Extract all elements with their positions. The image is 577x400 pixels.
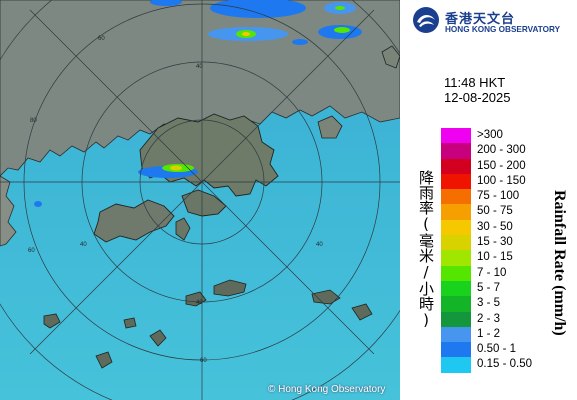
legend-range-label: 10 - 15 [477, 251, 513, 264]
legend-swatch [441, 250, 471, 266]
legend-range-label: 50 - 75 [477, 205, 513, 218]
ring-label: 40 [196, 300, 203, 306]
east-island-1 [317, 115, 343, 139]
east-island-2 [381, 45, 400, 69]
legend-range-label: 0.50 - 1 [477, 343, 516, 356]
legend-swatch [441, 143, 471, 159]
legend-range-label: >300 [477, 129, 503, 141]
legend-range-label: 150 - 200 [477, 159, 526, 172]
south-island-2 [185, 291, 207, 307]
lamma-island [175, 217, 191, 241]
info-panel: 香港天文台 HONG KONG OBSERVATORY 11:48 HKT 12… [400, 0, 577, 400]
ring-label: 60 [98, 36, 105, 42]
legend-row: 1 - 2 [441, 326, 571, 343]
legend-row: 3 - 5 [441, 296, 571, 312]
legend-row: 0.50 - 1 [441, 342, 571, 358]
ring-label: 60 [28, 248, 35, 254]
legend-swatch [441, 189, 471, 205]
time-label: 11:48 HKT [444, 75, 506, 90]
legend-range-label: 1 - 2 [477, 327, 501, 340]
legend-swatch [441, 173, 471, 190]
legend-range-label: 30 - 50 [477, 220, 513, 233]
legend-row: 7 - 10 [441, 265, 571, 281]
logo-text-chinese: 香港天文台 [445, 12, 516, 27]
hk-island [181, 189, 227, 217]
south-island-5 [43, 313, 61, 329]
legend-title-chinese: 降雨率(毫米/小時) [417, 170, 435, 329]
legend-row: 75 - 100 [441, 189, 571, 205]
legend-row: 2 - 3 [441, 311, 571, 327]
south-island-1 [213, 279, 247, 297]
legend-swatch [441, 158, 471, 174]
legend-row: 50 - 75 [441, 204, 571, 220]
copyright-notice: © Hong Kong Observatory [268, 384, 386, 395]
legend-range-label: 75 - 100 [477, 190, 520, 203]
hko-logo-icon [413, 7, 439, 33]
legend-swatch [441, 265, 471, 281]
legend-row: 10 - 15 [441, 250, 571, 266]
legend-swatch [441, 235, 471, 251]
timestamp: 11:48 HKT 12-08-2025 [444, 75, 511, 105]
range-rings [0, 0, 400, 400]
legend-title-english: Rainfall Rate (mm/h) [551, 190, 568, 336]
legend-range-label: 0.15 - 0.50 [477, 358, 532, 371]
south-island-6 [149, 329, 167, 347]
radar-map-svg: 40 60 80 40 60 40 40 60 [0, 0, 400, 400]
legend-swatch [441, 204, 471, 220]
legend-swatch [441, 296, 471, 312]
ring-labels: 40 60 80 40 60 40 40 60 [28, 36, 323, 364]
ring-label: 40 [196, 64, 203, 70]
logo-text-english: HONG KONG OBSERVATORY [445, 25, 561, 34]
legend-range-label: 5 - 7 [477, 281, 501, 294]
legend-range-label: 200 - 300 [477, 144, 526, 157]
south-island-8 [123, 317, 137, 329]
legend-row: >300 [441, 128, 571, 144]
legend-swatch [441, 326, 471, 343]
legend-swatch [441, 342, 471, 358]
legend-row: 200 - 300 [441, 143, 571, 159]
lantau-island [93, 199, 175, 243]
rain-echoes [34, 0, 362, 207]
left-coast [0, 175, 17, 247]
legend-row: 0.15 - 0.50 [441, 357, 571, 373]
ring-label: 80 [30, 118, 37, 124]
legend-row: 5 - 7 [441, 280, 571, 297]
south-island-7 [95, 351, 113, 369]
legend-swatch [441, 280, 471, 297]
legend-swatch [441, 219, 471, 236]
legend-range-label: 3 - 5 [477, 297, 501, 310]
ring-label: 60 [200, 358, 207, 364]
legend-row: 100 - 150 [441, 173, 571, 190]
ring-label: 40 [316, 242, 323, 248]
legend-row: 30 - 50 [441, 219, 571, 236]
hko-logo[interactable]: 香港天文台 HONG KONG OBSERVATORY [412, 6, 572, 36]
legend-swatch [441, 357, 471, 373]
south-island-4 [351, 303, 373, 321]
legend-range-label: 15 - 30 [477, 236, 513, 249]
legend-range-label: 100 - 150 [477, 174, 526, 187]
south-island-3 [311, 289, 341, 305]
legend-range-label: 7 - 10 [477, 266, 507, 279]
legend-swatch [441, 128, 471, 144]
legend-row: 150 - 200 [441, 158, 571, 174]
legend-swatch [441, 311, 471, 327]
legend-range-label: 2 - 3 [477, 312, 501, 325]
legend-row: 15 - 30 [441, 235, 571, 251]
ring-label: 40 [80, 242, 87, 248]
rainfall-legend: >300 200 - 300 150 - 200 100 - 150 75 - 100 5… [441, 128, 571, 373]
date-label: 12-08-2025 [444, 90, 511, 105]
radar-map: 40 60 80 40 60 40 40 60 © Hong Kong Obse… [0, 0, 400, 400]
